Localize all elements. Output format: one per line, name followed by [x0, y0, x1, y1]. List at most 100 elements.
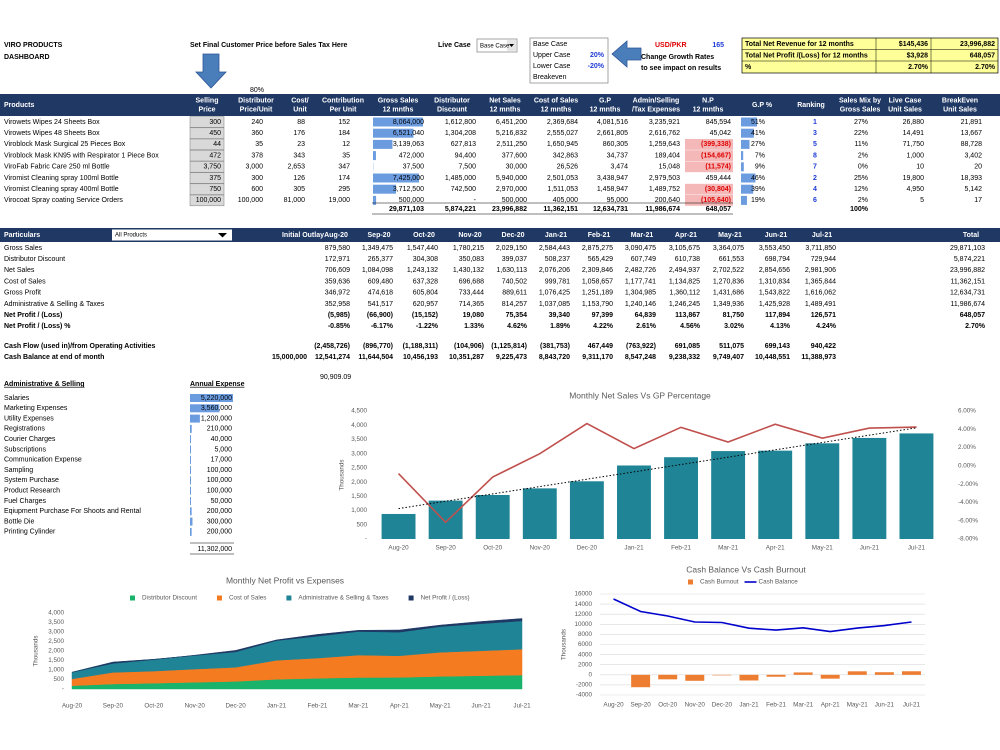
- table-cell: 27%: [751, 141, 765, 148]
- table-cell: 1,058,657: [582, 278, 613, 285]
- column-header: N.P: [702, 97, 714, 104]
- y-tick-label: 3,000: [351, 450, 367, 457]
- filter-value[interactable]: All Products: [115, 233, 147, 239]
- table-cell: 35: [255, 141, 263, 148]
- table-cell: 740,502: [502, 278, 527, 285]
- table-cell: 342,863: [553, 152, 578, 159]
- expense-value: 200,000: [207, 508, 232, 515]
- table-cell: 6,521,040: [393, 130, 424, 137]
- column-header: Jan-21: [545, 232, 567, 239]
- table-cell: 117,894: [765, 312, 790, 319]
- row-label: Distributor Discount: [4, 256, 65, 263]
- table-cell: Viromist Cleaning spray 100ml Bottle: [4, 175, 119, 182]
- table-cell: 2,661,805: [597, 130, 628, 137]
- total-cell: 11,986,674: [645, 206, 680, 213]
- y2-tick-label: -4.00%: [958, 499, 978, 506]
- expense-value: 210,000: [207, 426, 232, 433]
- table-cell: 19,000: [329, 197, 351, 204]
- data-bar: [190, 486, 191, 495]
- input-cell: [189, 149, 225, 162]
- table-cell: 1.89%: [550, 323, 571, 330]
- summary-usd: $145,436: [899, 41, 928, 48]
- table-cell: (66,900): [367, 312, 393, 319]
- column-header: Jun-21: [765, 232, 788, 239]
- table-cell: 2,584,443: [539, 245, 570, 252]
- filter-box[interactable]: [112, 229, 232, 241]
- y-tick-label: 1,500: [351, 493, 367, 500]
- table-cell: 2,854,656: [759, 267, 790, 274]
- table-cell: 5,216,832: [496, 130, 527, 137]
- table-cell: -1.22%: [416, 323, 439, 330]
- y-tick-label: 4,000: [48, 610, 64, 617]
- column-header: Contribution: [322, 97, 364, 104]
- y-tick-label: 8000: [578, 631, 593, 638]
- table-cell: 699,143: [765, 343, 790, 350]
- table-cell: 10,448,551: [755, 354, 790, 361]
- table-cell: 620,957: [413, 301, 438, 308]
- column-header: 12 mnths: [693, 106, 724, 113]
- table-cell: 2,309,846: [582, 267, 613, 274]
- table-cell: 714,365: [459, 301, 484, 308]
- table-cell: 3,711,850: [805, 245, 836, 252]
- table-cell: 3,712,500: [393, 186, 424, 193]
- x-tick-label: Dec-20: [225, 703, 246, 710]
- column-header: Dec-20: [502, 232, 525, 239]
- table-cell: 2,875,275: [582, 245, 613, 252]
- table-cell: 1,153,790: [582, 301, 613, 308]
- bar: [685, 674, 705, 681]
- table-cell: 9,749,407: [713, 354, 744, 361]
- table-cell: 1,000: [906, 152, 924, 159]
- table-cell: 2,555,027: [547, 130, 578, 137]
- product-filter[interactable]: All Products: [112, 229, 232, 241]
- x-tick-label: Apr-21: [821, 702, 840, 709]
- table-cell: 360: [251, 130, 263, 137]
- x-tick-label: Nov-20: [685, 702, 706, 709]
- table-cell: 1,547,440: [407, 245, 438, 252]
- column-header: Feb-21: [588, 232, 611, 239]
- table-cell: 1,251,189: [582, 290, 613, 297]
- x-tick-label: Apr-21: [390, 703, 409, 710]
- table-cell: 64,839: [635, 312, 657, 319]
- y-tick-label: 2000: [578, 661, 593, 668]
- column-header: 12 mnths: [541, 106, 572, 113]
- table-cell: (154,667): [701, 152, 731, 159]
- data-bar: [741, 151, 744, 161]
- table-cell: 4: [813, 186, 817, 193]
- column-header: Selling: [196, 97, 219, 104]
- data-bar: [190, 455, 191, 464]
- y-tick-label: 2,500: [351, 465, 367, 472]
- y-tick-label: 2,500: [48, 638, 64, 645]
- table-cell: 4.22%: [593, 323, 614, 330]
- table-cell: 19,800: [903, 175, 925, 182]
- table-cell: -: [474, 197, 477, 204]
- bar: [428, 500, 463, 539]
- table-cell: 189,404: [655, 152, 680, 159]
- live-case-dropdown[interactable]: Base Case: [476, 38, 518, 53]
- table-cell: 265,377: [368, 256, 393, 263]
- table-cell: 0%: [858, 164, 868, 171]
- column-header: Sep-20: [368, 232, 391, 239]
- table-cell: 378: [251, 152, 263, 159]
- negative-cell: [685, 195, 733, 206]
- column-header: Initial Outlay: [282, 232, 324, 239]
- monthly-title: Particulars: [4, 232, 40, 239]
- table-cell: 2,511,250: [496, 141, 527, 148]
- table-cell: 19%: [751, 197, 765, 204]
- expense-name: Product Research: [4, 488, 60, 495]
- y-tick-label: 12000: [574, 611, 592, 618]
- y-tick-label: 3,500: [351, 436, 367, 443]
- row-label: Gross Sales: [4, 245, 43, 252]
- table-cell: 627,813: [451, 141, 476, 148]
- area: [71, 618, 523, 673]
- row-label: Net Sales: [4, 267, 35, 274]
- table-cell: 240: [251, 119, 263, 126]
- input-cell: [189, 127, 225, 139]
- column-header: Live Case: [889, 97, 922, 104]
- y-tick-label: 4000: [578, 651, 593, 658]
- dropdown-value[interactable]: Base Case: [480, 44, 510, 50]
- table-cell: 9%: [755, 164, 765, 171]
- table-cell: (30,804): [705, 186, 731, 193]
- table-cell: 2,702,522: [713, 267, 744, 274]
- table-cell: 26,880: [903, 119, 925, 126]
